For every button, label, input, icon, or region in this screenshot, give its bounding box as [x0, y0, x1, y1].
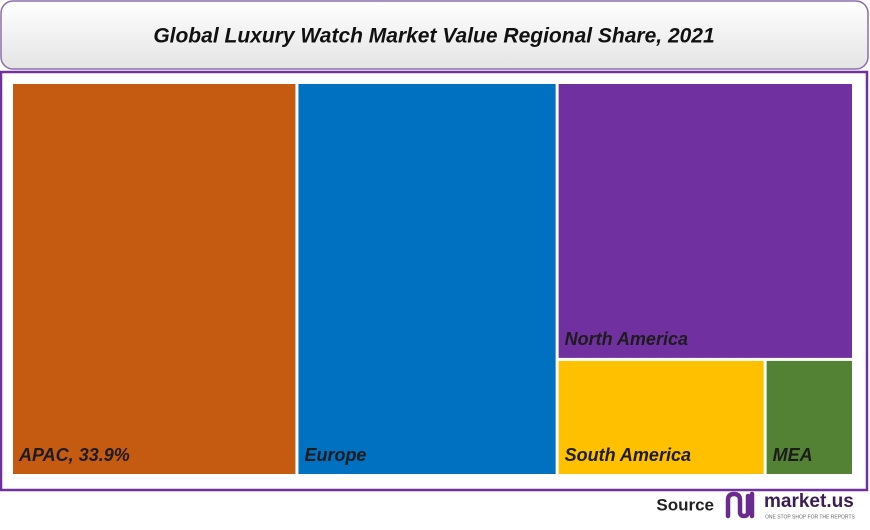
- brand-logo: market.us ONE STOP SHOP FOR THE REPORTS: [725, 491, 856, 520]
- separator: ,: [68, 445, 79, 465]
- chart-title: Global Luxury Watch Market Value Regiona…: [153, 25, 714, 48]
- source-label: Source: [656, 495, 714, 514]
- tile-label: MEA: [773, 445, 813, 465]
- tile-label: North America: [565, 329, 688, 349]
- tile-label: Europe: [304, 445, 366, 465]
- logo-mark: [725, 491, 755, 519]
- tile-label: South America: [565, 445, 691, 465]
- tile: [558, 84, 852, 358]
- tile: [13, 84, 296, 474]
- category-name: South America: [565, 445, 691, 465]
- brand-tagline: ONE STOP SHOP FOR THE REPORTS: [765, 514, 856, 520]
- category-name: APAC: [18, 445, 70, 465]
- value-label: 33.9%: [79, 445, 130, 465]
- tile: [766, 360, 852, 474]
- treemap: APAC, 33.9% Europe North America South Amer…: [13, 84, 852, 474]
- tile: [298, 84, 556, 474]
- title-box: [0, 0, 869, 70]
- category-name: Europe: [304, 445, 366, 465]
- category-name: MEA: [773, 445, 813, 465]
- tile-label: APAC, 33.9%: [18, 445, 130, 465]
- tile: [558, 360, 764, 474]
- category-name: North America: [565, 329, 688, 349]
- brand-name: market.us: [764, 491, 854, 512]
